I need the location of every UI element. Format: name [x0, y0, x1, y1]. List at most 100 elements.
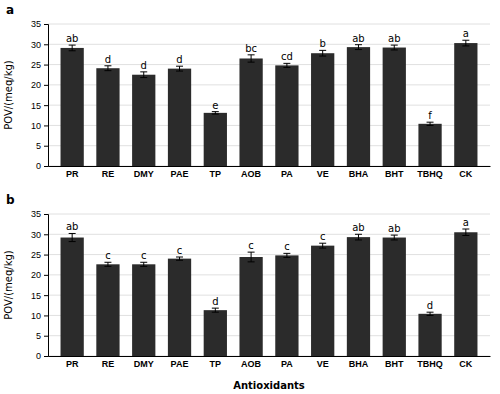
y-tick-label: 10 — [31, 121, 41, 131]
annotation: c — [141, 250, 147, 261]
y-tick-mark — [44, 214, 48, 215]
annotation: f — [428, 110, 432, 121]
y-tick-label: 5 — [36, 331, 41, 341]
panel-label: a — [6, 3, 14, 17]
y-tick-mark — [44, 166, 48, 167]
y-tick-label: 15 — [31, 291, 41, 301]
error-bar — [355, 45, 362, 50]
y-tick-mark — [44, 65, 48, 66]
x-tick-label: PR — [66, 359, 79, 369]
bar — [311, 53, 334, 166]
x-tick: CK — [459, 166, 472, 179]
x-tick-label: AOB — [241, 359, 262, 369]
bar — [383, 48, 406, 166]
bar — [418, 314, 441, 356]
x-tick-label: BHT — [385, 169, 404, 179]
x-tick-label: TP — [210, 169, 222, 179]
x-tick-label: PA — [281, 169, 293, 179]
x-tick: PAE — [171, 166, 189, 179]
error-bar — [104, 262, 111, 266]
bar — [96, 68, 119, 166]
x-tick: DMY — [134, 356, 154, 369]
y-axis-title: POV/(meq/kg) — [3, 60, 14, 130]
y-tick-mark — [44, 146, 48, 147]
annotation: e — [212, 100, 218, 111]
y-tick: 30 — [31, 230, 48, 240]
x-tick-label: PR — [66, 169, 79, 179]
x-axis-line — [49, 166, 491, 167]
annotation: d — [141, 60, 147, 71]
error-bar — [462, 229, 469, 235]
bar — [347, 47, 370, 166]
annotation: ab — [352, 33, 364, 44]
x-tick-label: AOB — [241, 169, 262, 179]
grid-line — [48, 64, 490, 65]
y-tick: 35 — [31, 19, 48, 29]
grid-line — [48, 214, 490, 215]
error-bar — [69, 233, 76, 241]
grid-line — [48, 44, 490, 45]
x-tick-label: PAE — [171, 359, 189, 369]
bar — [347, 237, 370, 356]
bar — [168, 259, 191, 356]
y-tick: 0 — [36, 161, 48, 171]
annotation: ab — [388, 223, 400, 234]
y-tick-label: 0 — [36, 351, 41, 361]
y-tick: 25 — [31, 250, 48, 260]
bar — [168, 69, 191, 166]
panel-label: b — [6, 193, 15, 207]
y-tick: 10 — [31, 121, 48, 131]
error-bar — [319, 50, 326, 56]
error-bar — [104, 66, 111, 71]
x-tick: PR — [66, 166, 79, 179]
x-tick-label: VE — [317, 359, 329, 369]
y-tick-mark — [44, 125, 48, 126]
x-tick: BHT — [385, 356, 404, 369]
y-tick-mark — [44, 44, 48, 45]
bar — [275, 255, 298, 356]
y-tick-label: 0 — [36, 161, 41, 171]
bar — [132, 264, 155, 356]
y-tick: 10 — [31, 311, 48, 321]
bar — [454, 43, 477, 166]
bar — [275, 65, 298, 166]
error-bar — [283, 253, 290, 257]
grid — [48, 214, 490, 356]
grid-line — [48, 24, 490, 25]
annotation: ab — [66, 33, 78, 44]
annotation: ab — [352, 222, 364, 233]
x-tick-label: BHT — [385, 359, 404, 369]
y-tick-mark — [44, 315, 48, 316]
error-bar — [391, 45, 398, 50]
y-tick-mark — [44, 24, 48, 25]
error-bar — [248, 55, 255, 62]
annotation: b — [320, 38, 326, 49]
y-tick-label: 35 — [31, 19, 41, 29]
x-tick-label: TP — [210, 359, 222, 369]
x-tick: AOB — [241, 356, 262, 369]
x-tick: TP — [210, 166, 222, 179]
error-bar — [355, 234, 362, 240]
y-tick: 15 — [31, 291, 48, 301]
x-tick: VE — [317, 166, 329, 179]
y-tick-mark — [44, 336, 48, 337]
figure: abdddebccdbababfaPRREDMYPAETPAOBPAVEBHAB… — [0, 0, 500, 394]
x-tick-label: TBHQ — [417, 169, 443, 179]
bar — [96, 264, 119, 356]
error-bar — [69, 45, 76, 51]
y-tick-mark — [44, 275, 48, 276]
bar — [454, 232, 477, 356]
x-tick-label: CK — [459, 359, 472, 369]
annotation: c — [320, 231, 326, 242]
grid — [48, 24, 490, 166]
error-bar — [462, 40, 469, 46]
x-axis-line — [49, 356, 491, 357]
annotations: abdddebccdbababfa — [66, 28, 469, 121]
x-tick-label: CK — [459, 169, 472, 179]
panel: abcccdcccababdaPRREDMYPAETPAOBPAVEBHABHT… — [3, 193, 491, 391]
x-tick: BHT — [385, 166, 404, 179]
error-bar — [391, 235, 398, 240]
x-tick: PA — [281, 356, 293, 369]
x-tick-label: TBHQ — [417, 359, 443, 369]
y-tick: 35 — [31, 209, 48, 219]
